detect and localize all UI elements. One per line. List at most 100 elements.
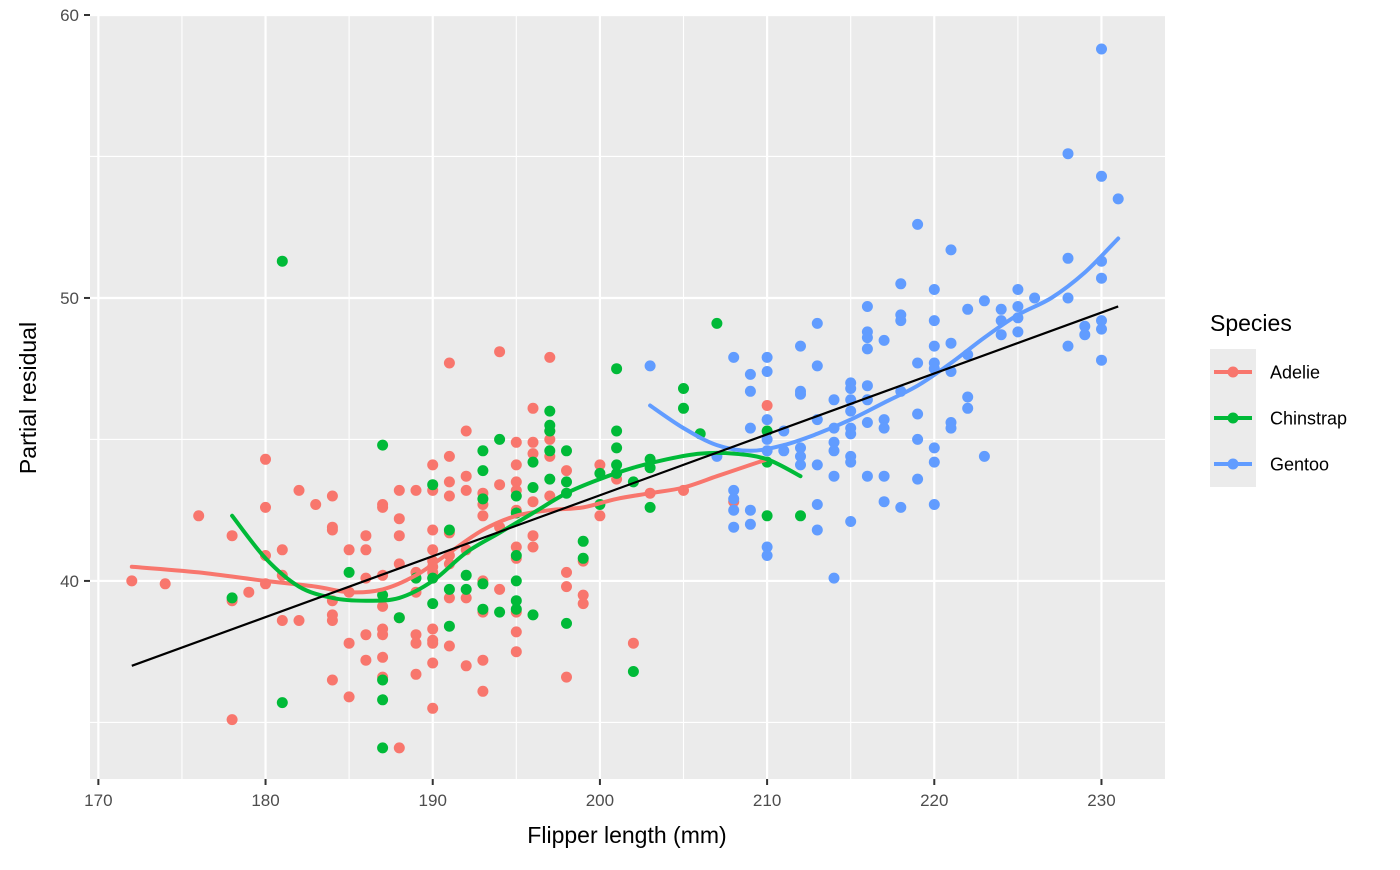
data-point: [377, 501, 389, 513]
data-point: [477, 654, 489, 666]
data-point: [912, 357, 924, 369]
data-point: [477, 578, 489, 590]
x-tick-label: 180: [251, 791, 279, 810]
data-point: [1096, 323, 1107, 335]
data-point: [460, 484, 472, 496]
legend-label: Adelie: [1270, 363, 1320, 383]
data-point: [360, 629, 372, 641]
data-point: [744, 368, 756, 380]
data-point: [828, 436, 840, 448]
data-point: [243, 586, 255, 598]
data-point: [326, 490, 338, 502]
x-tick-label: 190: [419, 791, 447, 810]
data-point: [795, 340, 806, 352]
data-point: [527, 436, 539, 448]
data-point: [460, 592, 472, 604]
smooth-curve-adelie: [129, 457, 770, 595]
data-point: [494, 479, 506, 491]
data-point: [978, 450, 990, 462]
data-point: [744, 422, 756, 434]
data-point: [544, 490, 556, 502]
data-point: [878, 496, 890, 508]
data-point: [360, 530, 372, 542]
data-point: [811, 317, 823, 329]
legend-label: Chinstrap: [1270, 409, 1347, 429]
x-tick-label: 170: [84, 791, 112, 810]
data-point: [761, 414, 773, 426]
data-point: [494, 346, 506, 358]
data-point: [527, 482, 539, 493]
data-point: [326, 615, 338, 626]
data-point: [544, 445, 556, 457]
data-point: [360, 544, 372, 556]
data-point: [310, 499, 322, 510]
data-point: [912, 408, 924, 420]
data-point: [527, 496, 539, 508]
data-point: [1112, 193, 1124, 205]
data-point: [577, 598, 589, 610]
data-point: [377, 600, 389, 612]
data-point: [326, 524, 338, 536]
data-point: [544, 473, 556, 485]
data-point: [728, 484, 740, 496]
data-point: [811, 524, 823, 536]
data-point: [878, 422, 890, 434]
data-point: [744, 518, 756, 530]
data-point: [477, 493, 489, 505]
legend-key-point: [1227, 366, 1239, 378]
data-point: [711, 317, 723, 329]
data-point: [594, 510, 606, 522]
data-point: [912, 218, 924, 230]
data-point: [627, 666, 639, 677]
data-point: [611, 363, 623, 375]
data-point: [861, 332, 873, 344]
data-point: [427, 479, 439, 491]
data-point: [443, 524, 455, 536]
data-point: [945, 337, 957, 349]
data-point: [126, 575, 138, 587]
data-point: [377, 742, 389, 754]
legend-item-gentoo: Gentoo: [1210, 441, 1329, 487]
data-point: [410, 629, 422, 641]
data-point: [527, 530, 539, 542]
data-point: [811, 499, 823, 510]
data-point: [895, 501, 907, 513]
data-point: [1012, 301, 1024, 312]
data-point: [443, 583, 455, 595]
data-point: [761, 541, 773, 553]
data-point: [845, 428, 857, 440]
data-point: [945, 244, 957, 256]
data-point: [878, 470, 890, 482]
data-point: [293, 484, 305, 496]
data-point: [761, 510, 773, 522]
data-point: [761, 550, 773, 561]
legend-item-chinstrap: Chinstrap: [1210, 395, 1347, 441]
data-point: [527, 541, 539, 553]
data-point: [1096, 170, 1107, 182]
data-point: [962, 391, 974, 403]
data-point: [510, 603, 522, 615]
data-point: [377, 651, 389, 663]
data-point: [561, 617, 572, 629]
x-tick-label: 210: [753, 791, 781, 810]
data-point: [510, 541, 522, 553]
data-point: [260, 501, 271, 513]
data-point: [795, 388, 806, 400]
data-point: [795, 442, 806, 454]
data-point: [477, 465, 489, 477]
data-point: [962, 402, 974, 414]
data-point: [1062, 292, 1074, 304]
data-point: [226, 530, 238, 542]
data-point: [393, 484, 405, 496]
axes: 170 180 190 200 210 220 230 40 50 60: [60, 6, 1116, 810]
data-point: [427, 544, 439, 556]
data-point: [460, 583, 472, 595]
data-point: [477, 445, 489, 457]
data-point: [1062, 340, 1074, 352]
data-point: [410, 668, 422, 680]
data-point: [377, 589, 389, 601]
data-point: [611, 459, 623, 471]
y-tick-label: 50: [60, 289, 79, 308]
data-point: [594, 459, 606, 471]
data-point: [393, 612, 405, 624]
